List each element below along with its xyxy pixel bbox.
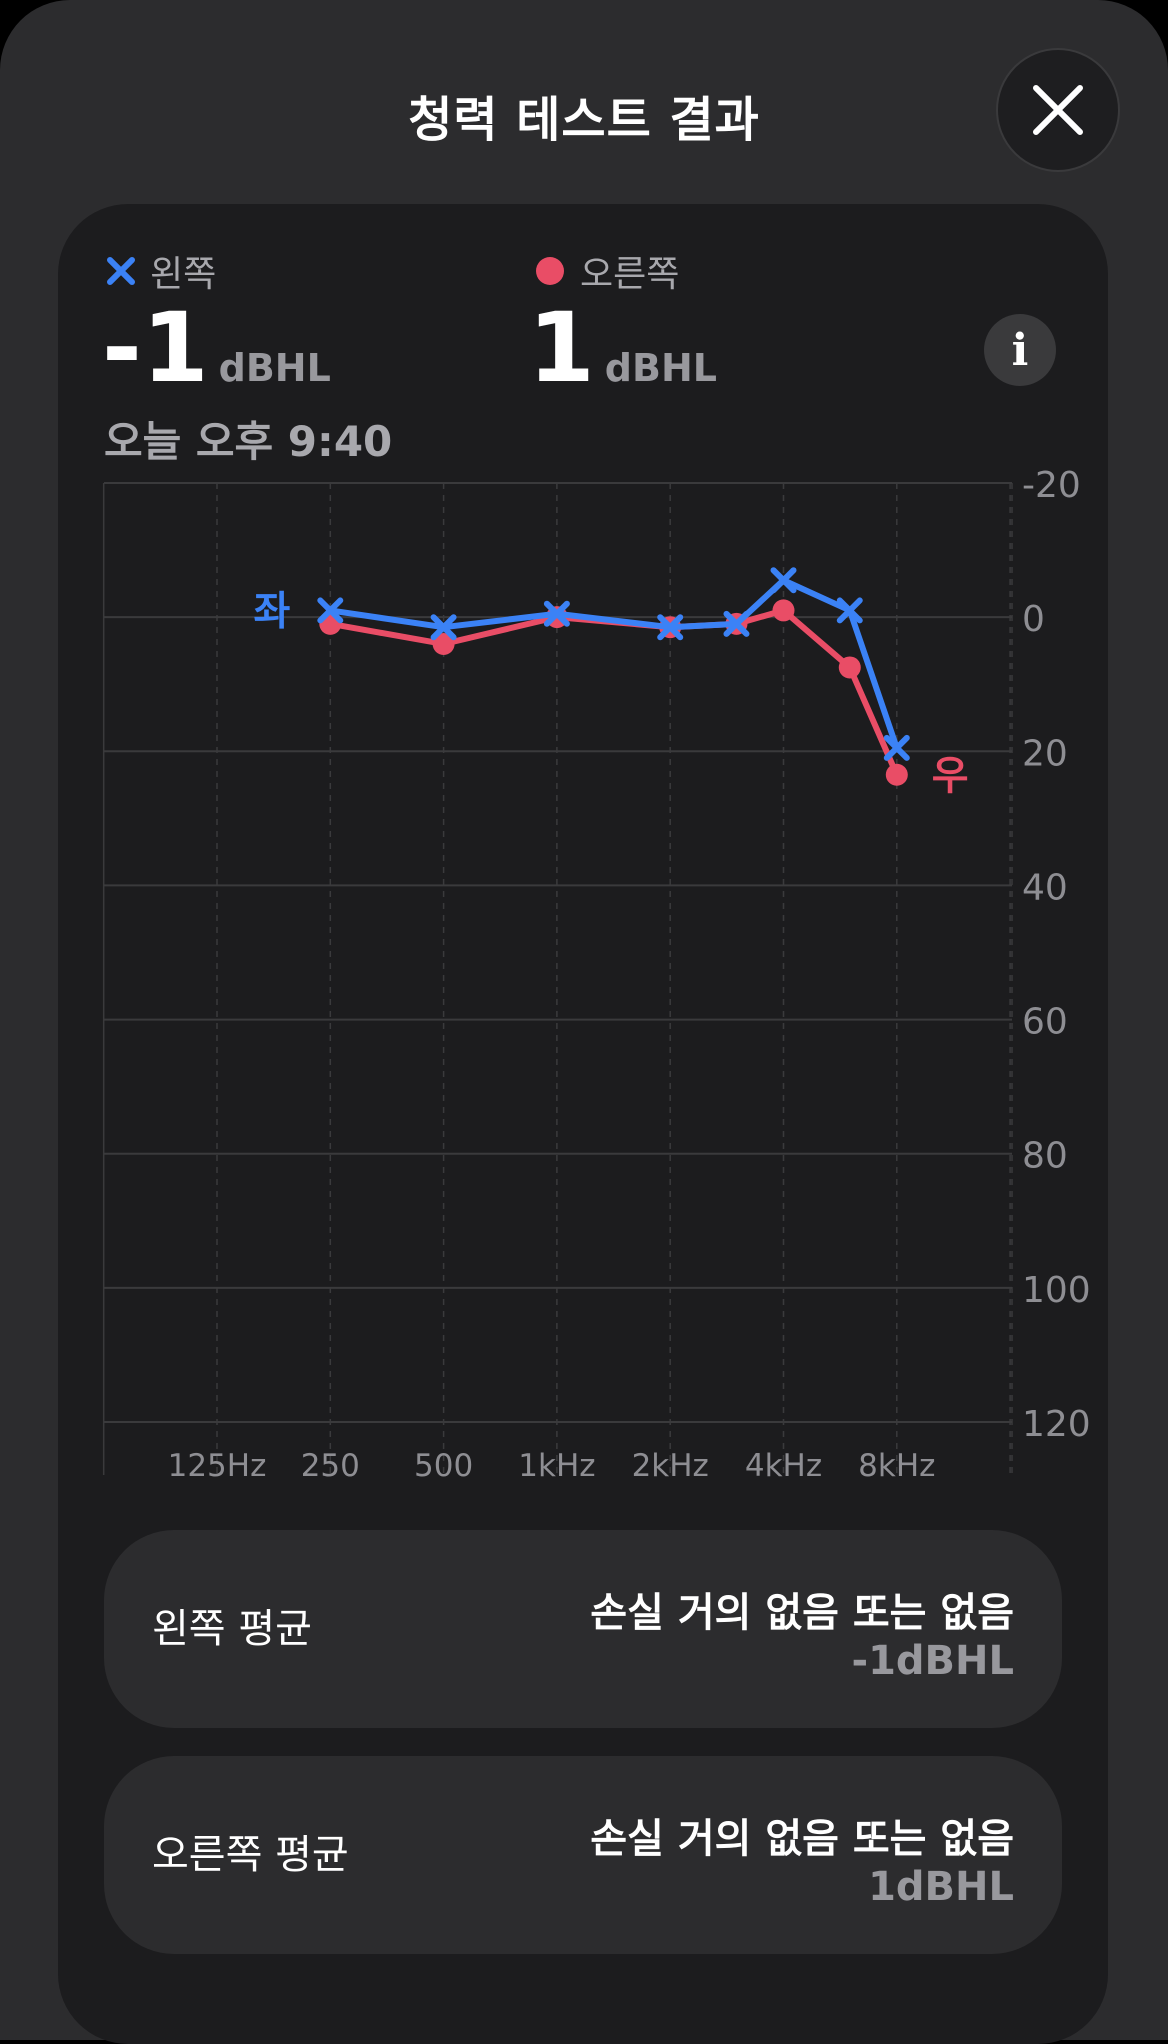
data-point-right xyxy=(885,763,908,786)
data-point-right xyxy=(838,656,861,679)
dot-marker-icon xyxy=(534,255,566,287)
data-point-left xyxy=(723,610,750,637)
data-point-left xyxy=(430,614,457,641)
legend-left: 왼쪽 xyxy=(106,245,216,297)
left-value-number: -1 xyxy=(102,292,209,404)
x-tick-label: 8kHz xyxy=(858,1448,935,1484)
series-end-label-right: 우 xyxy=(932,753,969,799)
close-icon xyxy=(1033,85,1083,135)
legend-right-label: 오른쪽 xyxy=(580,254,680,295)
left-average-description: 손실 거의 없음 또는 없음 xyxy=(590,1590,1014,1636)
right-value-number: 1 xyxy=(528,292,595,404)
x-tick-label: 2kHz xyxy=(632,1448,709,1484)
audiogram-card xyxy=(58,204,1108,2044)
data-point-left xyxy=(770,567,797,594)
series-line-right xyxy=(327,607,900,778)
right-average-value: 1dBHL xyxy=(868,1864,1014,1910)
left-average-label: 왼쪽 평균 xyxy=(152,1606,312,1652)
y-tick-label: 20 xyxy=(1022,733,1068,774)
left-value: -1 dBHL xyxy=(102,300,331,396)
data-point-left xyxy=(543,600,570,627)
left-average-row[interactable]: 왼쪽 평균 손실 거의 없음 또는 없음 -1dBHL xyxy=(104,1530,1062,1728)
legend-left-label: 왼쪽 xyxy=(150,254,217,295)
left-average-value: -1dBHL xyxy=(851,1638,1014,1684)
y-tick-label: 60 xyxy=(1022,1002,1068,1043)
y-tick-label: 120 xyxy=(1022,1404,1091,1445)
left-value-unit: dBHL xyxy=(218,346,331,390)
data-point-right xyxy=(432,632,455,655)
y-tick-label: 40 xyxy=(1022,867,1068,908)
x-marker-icon xyxy=(106,256,136,286)
test-timestamp: 오늘 오후 9:40 xyxy=(104,417,393,466)
y-tick-label: -20 xyxy=(1022,465,1081,506)
x-tick-label: 250 xyxy=(301,1448,360,1484)
series-end-label-left: 좌 xyxy=(253,588,290,634)
info-button[interactable]: i xyxy=(984,314,1056,386)
info-icon: i xyxy=(1011,324,1029,376)
right-average-row[interactable]: 오른쪽 평균 손실 거의 없음 또는 없음 1dBHL xyxy=(104,1756,1062,1954)
legend-right: 오른쪽 xyxy=(534,245,679,297)
y-tick-label: 100 xyxy=(1022,1270,1091,1311)
data-point-left xyxy=(883,734,910,761)
right-average-description: 손실 거의 없음 또는 없음 xyxy=(590,1816,1014,1862)
right-value-unit: dBHL xyxy=(604,346,717,390)
x-tick-label: 125Hz xyxy=(168,1448,267,1484)
y-tick-label: 80 xyxy=(1022,1136,1068,1177)
x-tick-label: 1kHz xyxy=(518,1448,595,1484)
data-point-left xyxy=(317,597,344,624)
y-tick-label: 0 xyxy=(1022,599,1045,640)
right-value: 1 dBHL xyxy=(528,300,717,396)
page-title: 청력 테스트 결과 xyxy=(408,92,760,148)
data-point-left xyxy=(657,614,684,641)
x-tick-label: 4kHz xyxy=(745,1448,822,1484)
series-line-left xyxy=(327,577,900,751)
audiogram-chart: -20 0 20 40 60 80 100 120 125Hz 250 500 1kHz 2kHz 4kH… xyxy=(102,465,1091,1484)
x-tick-label: 500 xyxy=(414,1448,473,1484)
data-point-left xyxy=(836,597,863,624)
data-point-right xyxy=(772,599,795,622)
right-average-label: 오른쪽 평균 xyxy=(152,1832,349,1878)
close-button[interactable] xyxy=(996,48,1120,172)
